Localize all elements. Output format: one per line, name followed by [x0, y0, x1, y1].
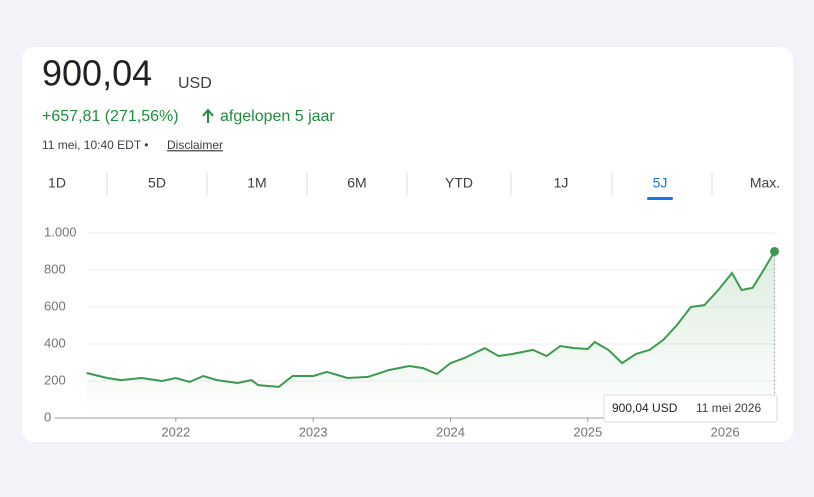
range-tab[interactable]: YTD [445, 175, 473, 191]
tooltip [603, 394, 778, 423]
y-tick-label: 400 [44, 335, 66, 350]
range-tab[interactable]: Max. [750, 175, 780, 191]
x-tick-label: 2022 [161, 424, 190, 439]
range-tab[interactable]: 6M [347, 175, 366, 191]
x-tick-label: 2025 [573, 424, 602, 439]
period: afgelopen 5 jaar [220, 108, 335, 125]
range-tab[interactable]: 1M [247, 175, 266, 191]
range-tabs: 1D 5D 1M 6M YTD 1J 5J Max. [48, 173, 780, 200]
y-tick-label: 800 [44, 261, 66, 276]
range-tab[interactable]: 5J [653, 175, 668, 191]
timestamp: 11 mei, 10:40 EDT • [42, 138, 148, 152]
disclaimer-link[interactable]: Disclaimer [167, 138, 223, 152]
y-tick-label: 1.000 [44, 224, 77, 239]
x-tick-label: 2024 [436, 424, 465, 439]
tab-underline [647, 197, 673, 200]
card [22, 47, 793, 442]
y-tick-label: 600 [44, 298, 66, 313]
change: +657,81 (271,56%) [42, 108, 179, 125]
tooltip-date: 11 mei 2026 [696, 401, 761, 415]
y-tick-label: 0 [44, 409, 51, 424]
range-tab[interactable]: 1J [554, 175, 569, 191]
price-line [86, 250, 776, 388]
chart: 0 200 400 600 800 1.000 2022 2023 2024 2025 2026 90… [44, 224, 780, 439]
range-tab[interactable]: 1D [48, 175, 66, 191]
currency: USD [178, 75, 212, 92]
up-arrow [202, 108, 214, 123]
x-tick-label: 2023 [299, 424, 328, 439]
y-tick-label: 200 [44, 372, 66, 387]
tooltip-value: 900,04 USD [612, 401, 678, 415]
x-tick-label: 2026 [711, 424, 740, 439]
area [86, 251, 775, 418]
last-point [770, 246, 780, 256]
price: 900,04 [42, 53, 152, 94]
range-tab[interactable]: 5D [148, 175, 166, 191]
